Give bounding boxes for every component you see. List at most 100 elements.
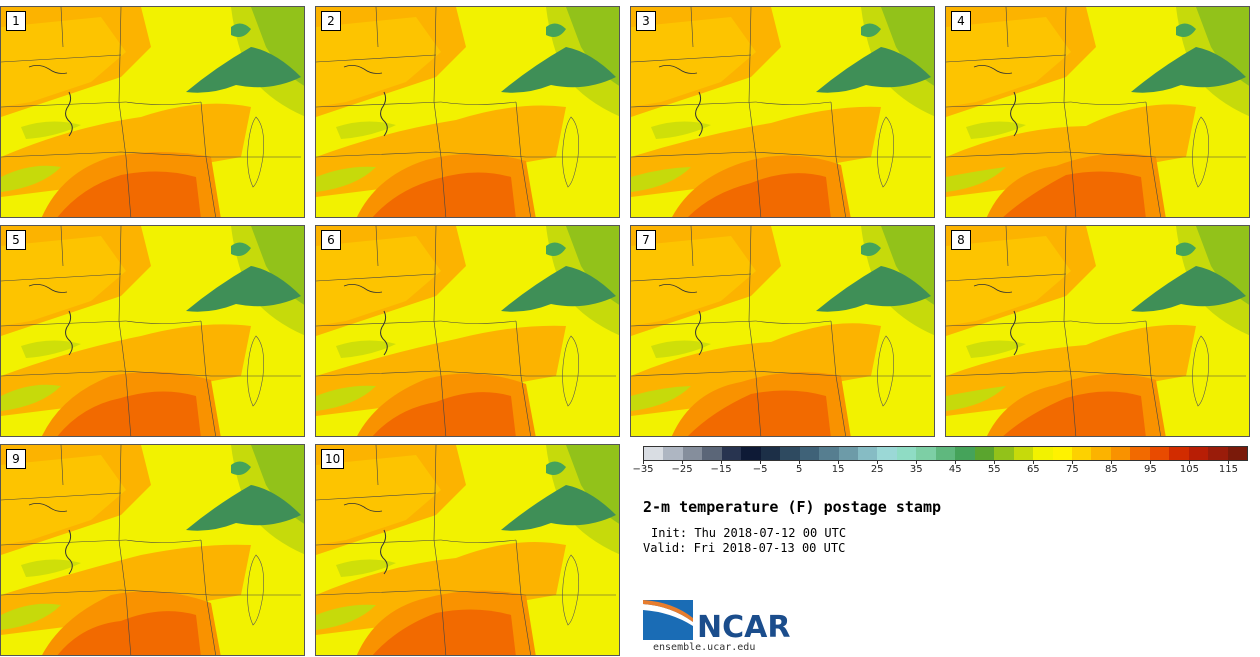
map-panel-6: 6	[315, 225, 620, 437]
colorbar-tickmark	[682, 460, 684, 464]
init-time: Init: Thu 2018-07-12 00 UTC	[651, 526, 847, 540]
colorbar-swatch	[1227, 447, 1248, 460]
valid-time: Valid: Fri 2018-07-13 00 UTC	[643, 541, 846, 555]
colorbar-swatch	[1130, 447, 1150, 460]
panel-number-label: 2	[321, 11, 341, 31]
colorbar-tick-label: 35	[909, 464, 923, 475]
colorbar-tickmark	[838, 460, 840, 464]
colorbar-swatch	[994, 447, 1014, 460]
colorbar-tick-label: −25	[671, 464, 693, 475]
colorbar-tick-label: −5	[752, 464, 768, 475]
colorbar-tickmark	[1072, 460, 1074, 464]
temperature-map	[1, 7, 304, 217]
map-panel-3: 3	[630, 6, 935, 218]
colorbar-tick-label: −15	[710, 464, 732, 475]
colorbar-tick-label: 65	[1026, 464, 1040, 475]
colorbar-swatch	[682, 447, 703, 460]
colorbar-swatch	[935, 447, 956, 460]
colorbar-swatch	[1071, 447, 1092, 460]
colorbar-tickmark	[643, 460, 644, 464]
ncar-logo-text: NCAR	[697, 610, 791, 645]
map-panel-8: 8	[945, 225, 1250, 437]
temperature-map	[631, 226, 934, 436]
colorbar-tickmark	[955, 460, 957, 464]
colorbar-swatch	[838, 447, 858, 460]
colorbar-tickmark	[1150, 460, 1152, 464]
panel-number-label: 10	[321, 449, 345, 469]
temperature-map	[946, 7, 1249, 217]
colorbar-swatch	[819, 447, 839, 460]
ncar-logo-icon	[643, 600, 693, 640]
colorbar-swatch	[721, 447, 742, 460]
colorbar-swatch	[644, 447, 664, 460]
colorbar-tickmark	[1111, 460, 1113, 464]
colorbar-swatch	[877, 447, 897, 460]
panel-number-label: 9	[6, 449, 26, 469]
colorbar-swatch	[1188, 447, 1209, 460]
map-panel-9: 9	[0, 444, 305, 656]
colorbar-tickmark	[1189, 460, 1191, 464]
temperature-map	[1, 226, 304, 436]
temperature-map	[316, 445, 619, 655]
colorbar-swatch	[741, 447, 761, 460]
colorbar-swatch	[896, 447, 917, 460]
temperature-map	[946, 226, 1249, 436]
panel-number-label: 3	[636, 11, 656, 31]
colorbar-tickmark	[721, 460, 723, 464]
colorbar-swatch	[1110, 447, 1131, 460]
colorbar-tick-label: 25	[870, 464, 884, 475]
colorbar-swatch	[1208, 447, 1228, 460]
colorbar-swatch	[1052, 447, 1072, 460]
colorbar-swatch	[663, 447, 683, 460]
chart-title: 2-m temperature (F) postage stamp	[643, 498, 942, 516]
map-panel-2: 2	[315, 6, 620, 218]
colorbar-swatch	[780, 447, 800, 460]
colorbar-tick-label: −35	[632, 464, 654, 475]
colorbar-tick-label: 105	[1179, 464, 1199, 475]
temperature-map	[316, 7, 619, 217]
colorbar-tickmark	[799, 460, 801, 464]
map-panel-1: 1	[0, 6, 305, 218]
colorbar-swatch	[916, 447, 936, 460]
colorbar-tick-label: 55	[987, 464, 1001, 475]
panel-number-label: 8	[951, 230, 971, 250]
colorbar-swatch	[857, 447, 878, 460]
colorbar-swatch	[799, 447, 820, 460]
panel-number-label: 1	[6, 11, 26, 31]
colorbar-tickmark	[1228, 460, 1230, 464]
map-panel-7: 7	[630, 225, 935, 437]
colorbar-tick-label: 15	[831, 464, 845, 475]
colorbar-tick-label: 85	[1105, 464, 1118, 475]
colorbar-swatch	[760, 447, 781, 460]
website-url: ensemble.ucar.edu	[653, 642, 756, 653]
colorbar-swatch	[1091, 447, 1111, 460]
map-panel-4: 4	[945, 6, 1250, 218]
colorbar-swatch	[955, 447, 975, 460]
colorbar-tickmark	[916, 460, 918, 464]
panel-number-label: 6	[321, 230, 341, 250]
colorbar-ticks: −35 −25 −15 −5 5 15 25 35 45 55 65 75 85 95 105 115	[632, 460, 1248, 480]
colorbar-tick-label: 75	[1065, 464, 1079, 475]
panel-number-label: 4	[951, 11, 971, 31]
colorbar-tick-label: 115	[1218, 464, 1239, 475]
map-panel-10: 10	[315, 444, 620, 656]
colorbar-tick-label: 45	[948, 464, 962, 475]
colorbar-swatch	[974, 447, 995, 460]
colorbar-swatch	[1149, 447, 1170, 460]
temperature-map	[1, 445, 304, 655]
colorbar-swatch	[1169, 447, 1189, 460]
map-panel-5: 5	[0, 225, 305, 437]
temperature-map	[316, 226, 619, 436]
colorbar-swatch	[1013, 447, 1034, 460]
temperature-map	[631, 7, 934, 217]
temperature-colorbar	[643, 446, 1248, 461]
colorbar-tick-label: 95	[1144, 464, 1157, 475]
panel-number-label: 7	[636, 230, 656, 250]
colorbar-tickmark	[994, 460, 996, 464]
colorbar-tick-label: 5	[795, 464, 803, 475]
colorbar-swatch	[702, 447, 722, 460]
colorbar-tickmark	[760, 460, 762, 464]
colorbar-tickmark	[877, 460, 879, 464]
colorbar-swatch	[1033, 447, 1053, 460]
panel-number-label: 5	[6, 230, 26, 250]
